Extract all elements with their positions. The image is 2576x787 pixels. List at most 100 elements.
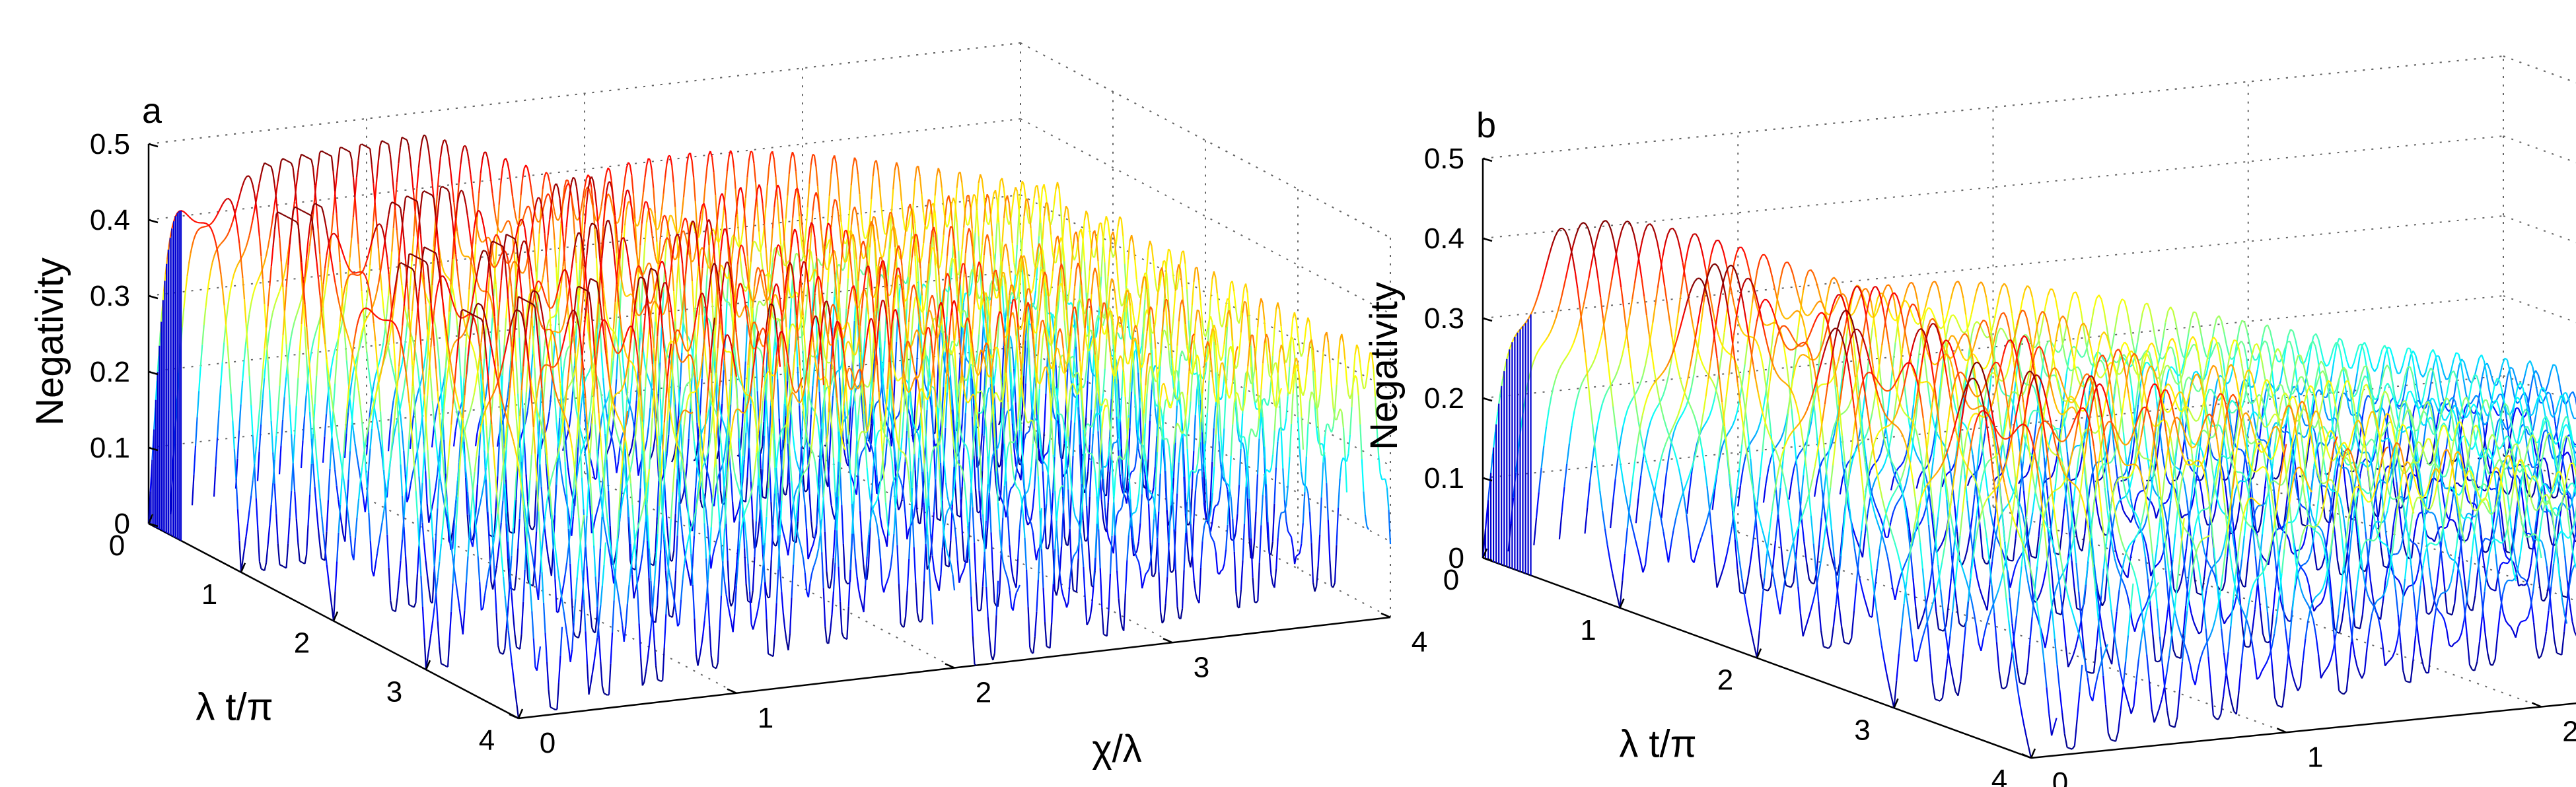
surface-segment	[1094, 230, 1097, 241]
surface-segment	[1230, 424, 1234, 456]
surface-segment	[1092, 459, 1096, 473]
surface-segment	[709, 324, 713, 334]
surface-segment	[1121, 325, 1125, 341]
surface-segment	[1178, 264, 1182, 270]
surface-segment	[1258, 298, 1262, 308]
surface-segment	[1012, 598, 1016, 611]
surface-segment	[1009, 590, 1013, 607]
surface-segment	[777, 244, 780, 247]
surface-segment	[1252, 335, 1256, 349]
surface-segment	[1248, 537, 1252, 559]
surface-segment	[1054, 306, 1057, 326]
surface-segment	[980, 586, 984, 610]
surface-segment	[1096, 273, 1099, 288]
surface-segment	[1005, 283, 1009, 307]
surface-segment	[743, 208, 747, 230]
surface-segment	[1277, 352, 1281, 373]
surface-segment	[879, 261, 883, 271]
surface-segment	[1248, 498, 1252, 539]
surface-segment	[964, 322, 968, 359]
surface-segment	[1129, 305, 1133, 331]
surface-segment	[1297, 417, 1301, 450]
surface-segment	[940, 355, 943, 378]
surface-segment	[877, 239, 881, 252]
surface-segment	[768, 252, 772, 274]
surface-segment	[1011, 291, 1015, 296]
surface-segment	[1054, 419, 1057, 458]
surface-segment	[818, 212, 822, 230]
surface-segment	[814, 237, 818, 257]
surface-segment	[777, 493, 781, 512]
surface-segment	[1139, 370, 1143, 402]
surface-segment	[1373, 369, 1377, 397]
surface-segment	[1206, 380, 1210, 413]
surface-segment	[1136, 328, 1140, 345]
surface-segment	[984, 551, 987, 588]
surface-segment	[1138, 562, 1141, 571]
surface-segment	[1141, 326, 1144, 346]
surface-segment	[946, 224, 949, 228]
surface-segment	[1200, 393, 1203, 423]
surface-segment	[785, 484, 789, 496]
surface-segment	[854, 558, 858, 577]
surface-segment	[1326, 483, 1329, 520]
surface-segment	[989, 640, 992, 656]
surface-segment	[1233, 392, 1237, 403]
surface-segment	[849, 185, 852, 211]
surface-segment	[1147, 421, 1151, 460]
surface-segment	[947, 496, 950, 505]
surface-segment	[688, 337, 692, 343]
surface-segment	[666, 155, 670, 164]
surface-segment	[1111, 502, 1115, 536]
surface-segment	[624, 168, 627, 179]
surface-segment	[724, 228, 727, 230]
surface-segment	[1091, 372, 1094, 410]
surface-segment	[808, 398, 812, 406]
surface-segment	[1084, 308, 1087, 315]
surface-segment	[1166, 438, 1170, 446]
surface-segment	[1089, 605, 1093, 617]
surface-segment	[1149, 324, 1153, 333]
surface-segment	[865, 442, 869, 447]
surface-segment	[729, 237, 733, 249]
surface-segment	[941, 188, 945, 206]
surface-segment	[725, 298, 728, 334]
surface-segment	[918, 368, 922, 376]
surface-segment	[682, 323, 686, 332]
surface-segment	[1043, 202, 1047, 216]
surface-segment	[998, 489, 1002, 498]
surface-segment	[1233, 351, 1237, 365]
surface-segment	[966, 323, 970, 346]
surface-segment	[1316, 400, 1319, 428]
surface-segment	[1183, 476, 1186, 514]
surface-segment	[954, 488, 958, 516]
surface-segment	[898, 251, 901, 259]
surface-segment	[1085, 343, 1089, 351]
surface-segment	[1091, 586, 1094, 606]
surface-segment	[809, 549, 812, 555]
surface-segment	[966, 360, 970, 362]
surface-segment	[1231, 281, 1235, 292]
surface-segment	[1013, 360, 1017, 386]
surface-segment	[930, 452, 933, 463]
surface-segment	[679, 289, 683, 310]
surface-segment	[1020, 240, 1023, 266]
surface-segment	[883, 586, 886, 593]
surface-segment	[847, 210, 851, 236]
surface-segment	[989, 213, 993, 236]
surface-segment	[931, 386, 935, 389]
surface-segment	[1280, 344, 1284, 351]
surface-segment	[1235, 392, 1238, 395]
surface-segment	[1119, 475, 1123, 489]
surface-segment	[1091, 337, 1094, 344]
surface-segment	[1145, 571, 1148, 575]
surface-segment	[1193, 491, 1197, 519]
surface-segment	[1143, 434, 1147, 462]
surface-segment	[718, 195, 722, 205]
surface-segment	[1107, 471, 1111, 503]
surface-segment	[899, 499, 903, 508]
surface-segment	[884, 389, 888, 417]
surface-segment	[1057, 555, 1061, 576]
surface-segment	[1248, 428, 1252, 437]
surface-segment	[928, 568, 932, 600]
